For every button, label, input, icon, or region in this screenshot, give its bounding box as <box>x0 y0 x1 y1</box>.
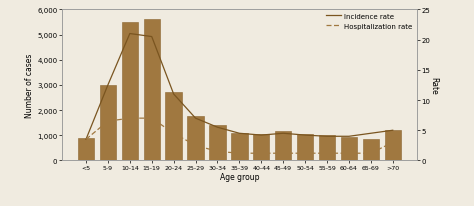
Bar <box>297 134 313 161</box>
Bar <box>209 126 226 161</box>
Bar <box>144 20 160 161</box>
Bar <box>78 138 94 161</box>
Bar <box>165 93 182 161</box>
Bar <box>341 137 357 161</box>
Bar <box>231 133 247 161</box>
X-axis label: Age group: Age group <box>219 173 259 181</box>
Y-axis label: Rate: Rate <box>429 77 438 94</box>
Bar <box>384 131 401 161</box>
Legend: Incidence rate, Hospitalization rate: Incidence rate, Hospitalization rate <box>325 12 414 31</box>
Bar <box>253 134 270 161</box>
Bar <box>122 23 138 161</box>
Y-axis label: Number of cases: Number of cases <box>26 54 35 117</box>
Bar <box>187 117 204 161</box>
Bar <box>319 136 335 161</box>
Bar <box>275 132 292 161</box>
Bar <box>100 85 116 161</box>
Bar <box>363 139 379 161</box>
